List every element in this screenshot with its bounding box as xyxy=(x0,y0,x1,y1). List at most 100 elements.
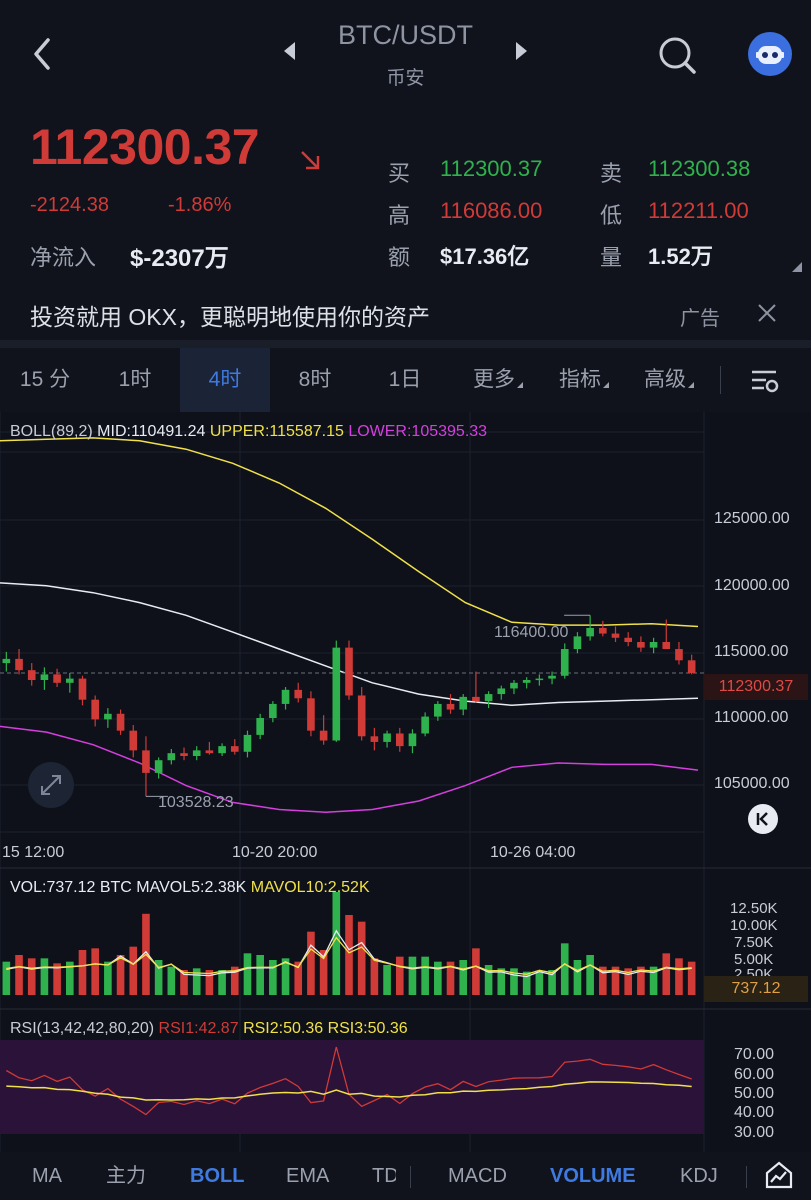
fullscreen-button[interactable] xyxy=(28,762,74,808)
candle-body xyxy=(446,703,455,710)
rsi-axis-label: 60.00 xyxy=(734,1066,775,1083)
expand-arrows-icon xyxy=(41,775,61,795)
exchange-name: 币安 xyxy=(386,68,425,89)
candle-body xyxy=(586,627,594,637)
candle-body xyxy=(599,627,607,634)
expand-stats-icon[interactable] xyxy=(792,262,802,272)
candle-body xyxy=(370,736,379,742)
kline-chart-svg[interactable] xyxy=(0,412,811,1152)
rsi-axis-label: 50.00 xyxy=(734,1085,775,1102)
price-axis-label: 115000.00 xyxy=(714,643,789,660)
candle-body xyxy=(142,750,150,773)
chart-area[interactable] xyxy=(0,412,811,1152)
rsi-axis-label: 40.00 xyxy=(734,1104,775,1121)
candle-body xyxy=(319,730,328,741)
close-icon[interactable] xyxy=(756,302,778,324)
tab-main-force[interactable]: 主力 xyxy=(106,1165,146,1187)
tab-macd[interactable]: MACD xyxy=(448,1165,507,1187)
candle-body xyxy=(535,678,544,681)
amount-label: 额 xyxy=(388,245,411,270)
candle-body xyxy=(332,647,341,741)
tab-more-label: 更多 xyxy=(473,368,515,391)
boll-legend-name: BOLL(89,2) xyxy=(10,423,93,440)
volume-bar xyxy=(599,966,607,995)
last-price: 112300.37 xyxy=(30,119,260,175)
volume-bar xyxy=(27,958,36,995)
tab-8h[interactable]: 8时 xyxy=(298,368,332,391)
tab-kdj[interactable]: KDJ xyxy=(680,1165,718,1187)
candle-body xyxy=(510,682,518,689)
rsi-legend-name: RSI(13,42,42,80,20) xyxy=(10,1020,155,1037)
candle-body xyxy=(230,746,239,752)
volume-bar xyxy=(218,970,226,995)
tab-separator xyxy=(410,1166,411,1188)
jump-to-latest-button[interactable] xyxy=(748,804,778,834)
price-axis-label: 120000.00 xyxy=(714,577,790,594)
current-volume-tag: 737.12 xyxy=(704,976,808,1002)
tab-more[interactable]: 更多 xyxy=(450,348,546,412)
candle-body xyxy=(573,636,582,650)
boll-legend-mid: MID:110491.24 xyxy=(97,423,206,440)
high-value: 116086.00 xyxy=(440,198,543,223)
volume-bar xyxy=(510,968,518,995)
volume-bar xyxy=(332,892,341,995)
rsi-legend-rsi1: RSI1:42.87 xyxy=(158,1020,239,1037)
price-axis-label: 125000.00 xyxy=(714,510,790,527)
back-icon[interactable] xyxy=(28,34,58,74)
prev-pair-icon[interactable] xyxy=(284,42,295,60)
dropdown-triangle-icon xyxy=(517,382,523,388)
candle-body xyxy=(53,674,61,683)
tab-1h[interactable]: 1时 xyxy=(118,368,152,391)
candle-body xyxy=(243,734,252,752)
tab-15m[interactable]: 15 分 xyxy=(19,368,71,391)
tab-volume[interactable]: VOLUME xyxy=(550,1165,636,1187)
candle-body xyxy=(256,718,264,735)
mavol10-line xyxy=(6,936,692,975)
candle-body xyxy=(294,689,303,699)
volume-bar xyxy=(116,955,125,995)
tab-td[interactable]: TD xyxy=(372,1165,396,1187)
jump-to-start-icon xyxy=(756,812,768,826)
tab-advanced[interactable]: 高级 xyxy=(626,348,712,412)
candle-body xyxy=(357,695,366,737)
rsi-legend-rsi3: RSI3:50.36 xyxy=(327,1020,408,1037)
tab-1d[interactable]: 1日 xyxy=(388,368,422,391)
search-icon[interactable] xyxy=(656,34,698,76)
net-inflow-label: 净流入 xyxy=(30,245,97,270)
volume-legend: VOL:737.12 BTC MAVOL5:2.38K MAVOL10:2.52… xyxy=(10,879,370,897)
assistant-robot-icon[interactable] xyxy=(748,32,792,76)
drawing-tool-icon[interactable] xyxy=(764,1160,794,1190)
volume-bar xyxy=(408,956,417,995)
tab-ema[interactable]: EMA xyxy=(286,1165,330,1187)
chart-settings-icon[interactable] xyxy=(750,368,780,394)
tab-boll[interactable]: BOLL xyxy=(190,1165,245,1187)
volume-bar xyxy=(78,950,87,995)
candle-body xyxy=(675,649,683,661)
volume-bar xyxy=(370,958,379,995)
mavol5-line xyxy=(6,929,692,978)
candle-body xyxy=(395,733,404,747)
volume-bar xyxy=(154,960,163,995)
volume-bar xyxy=(662,953,671,995)
candle-body xyxy=(408,733,417,747)
tab-ma[interactable]: MA xyxy=(32,1165,62,1187)
tab-4h[interactable]: 4时 xyxy=(180,348,270,412)
dropdown-triangle-icon xyxy=(603,382,609,388)
candle-body xyxy=(281,689,290,704)
volume-bar xyxy=(40,958,49,995)
low-label: 低 xyxy=(600,203,623,228)
volume-value: 1.52万 xyxy=(648,244,713,269)
ad-text[interactable]: 投资就用 OKX，更聪明地使用你的资产 xyxy=(30,304,430,330)
volume-bar xyxy=(560,943,569,995)
volume-bar xyxy=(548,970,556,995)
tab-indicators[interactable]: 指标 xyxy=(546,348,622,412)
time-axis-label: 10-20 20:00 xyxy=(232,844,318,861)
candle-body xyxy=(116,713,125,731)
volume-bar xyxy=(345,915,353,995)
next-pair-icon[interactable] xyxy=(516,42,527,60)
section-divider xyxy=(0,340,811,348)
volume-bar xyxy=(446,961,455,995)
volume-bar xyxy=(675,958,683,995)
vol-legend-mavol5: MAVOL5:2.38K xyxy=(136,879,247,896)
volume-bar xyxy=(421,956,429,995)
